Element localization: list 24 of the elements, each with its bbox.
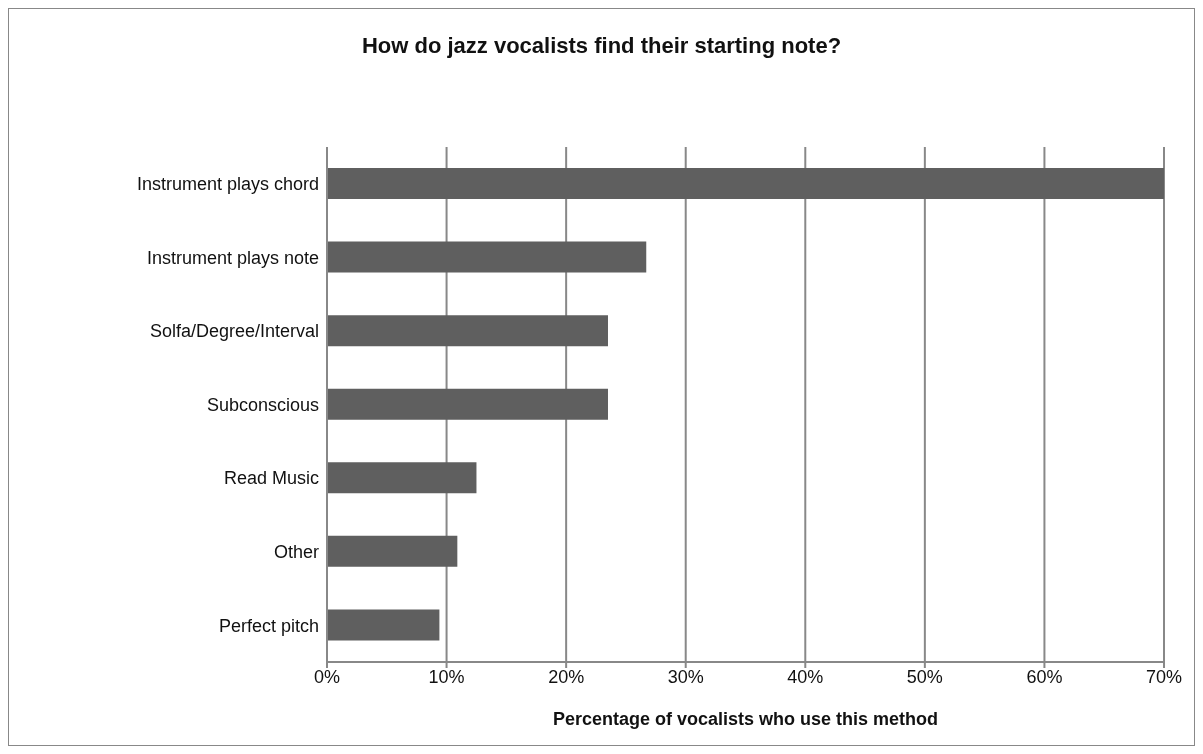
y-tick-label: Read Music: [223, 468, 319, 489]
x-tick-label: 50%: [906, 666, 943, 687]
x-tick-label: 40%: [787, 666, 824, 687]
bar: [327, 388, 608, 420]
y-tick-label: Other: [273, 542, 319, 563]
bar: [327, 315, 608, 347]
x-tick-label: 10%: [428, 666, 465, 687]
y-tick-label: Instrument plays note: [146, 247, 319, 268]
x-tick-label: 0%: [313, 666, 341, 687]
y-tick-label: Solfa/Degree/Interval: [149, 321, 319, 342]
bar: [327, 609, 440, 641]
bar: [327, 535, 458, 567]
y-tick-label: Instrument plays chord: [136, 174, 319, 195]
chart-title: How do jazz vocalists find their starting note?: [360, 33, 843, 59]
x-tick-label: 60%: [1026, 666, 1063, 687]
x-axis-title: Percentage of vocalists who use this method: [552, 709, 939, 729]
bar: [327, 241, 647, 273]
x-tick-label: 70%: [1145, 666, 1183, 687]
y-tick-label: Perfect pitch: [218, 615, 319, 636]
y-tick-label: Subconscious: [206, 394, 319, 415]
bar: [327, 168, 1164, 199]
x-tick-label: 30%: [667, 666, 704, 687]
x-tick-label: 20%: [548, 666, 585, 687]
bar: [327, 462, 477, 494]
